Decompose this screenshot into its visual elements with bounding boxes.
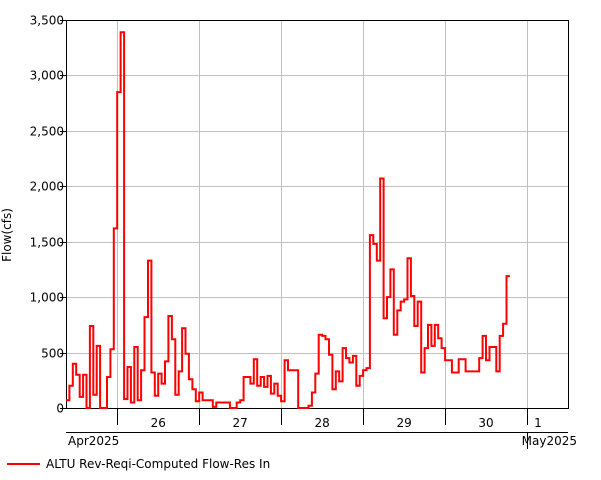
x-tick-label: 27	[233, 416, 248, 430]
legend-label: ALTU Rev-Reqi-Computed Flow-Res In	[46, 457, 270, 471]
y-tick-label: 3,000	[30, 69, 64, 83]
legend: ALTU Rev-Reqi-Computed Flow-Res In	[7, 457, 270, 471]
month-label-april: Apr2025	[68, 434, 119, 448]
series-line	[66, 31, 510, 409]
month-label-may: May2025	[522, 434, 577, 448]
y-tick-label: 0	[56, 402, 64, 416]
x-tick-label: 26	[151, 416, 166, 430]
x-tick-label: 1	[534, 416, 542, 430]
y-axis: 0 500 1,000 1,500 2,000 2,500 3,000 3,500	[30, 14, 66, 416]
x-axis: 26 27 28 29 30 1 Apr2025 May2025	[66, 408, 577, 449]
y-axis-label: Flow(cfs)	[0, 208, 14, 262]
x-tick-label: 30	[478, 416, 493, 430]
x-tick-label: 28	[314, 416, 329, 430]
x-tick-label: 29	[396, 416, 411, 430]
y-tick-label: 1,000	[30, 291, 64, 305]
plot-area-border	[66, 20, 569, 409]
y-tick-label: 2,500	[30, 125, 64, 139]
series-layer	[66, 31, 510, 409]
gridlines	[66, 20, 568, 408]
y-tick-label: 3,500	[30, 14, 64, 28]
y-tick-label: 1,500	[30, 236, 64, 250]
y-tick-label: 500	[41, 347, 64, 361]
y-tick-label: 2,000	[30, 180, 64, 194]
